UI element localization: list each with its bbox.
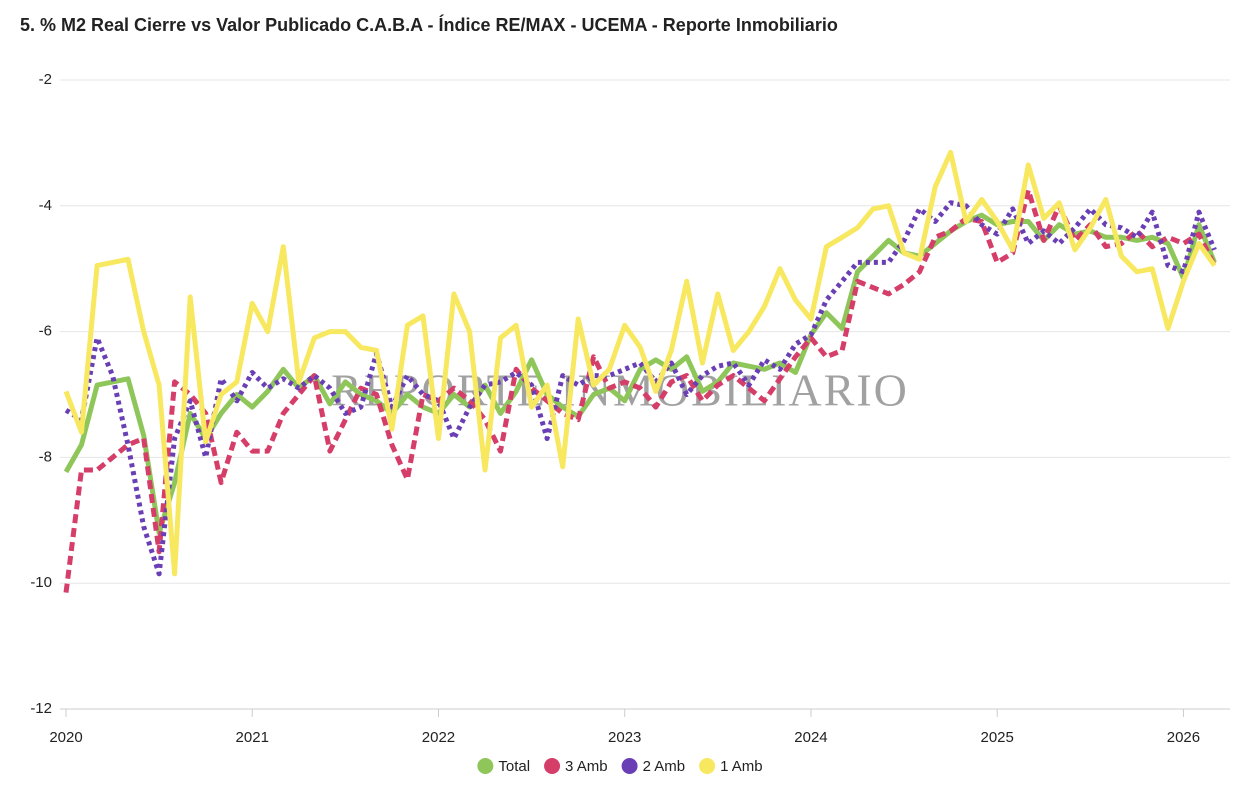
legend-label: 3 Amb: [565, 758, 608, 775]
series-line: [64, 200, 1217, 577]
x-tick-label: 2023: [608, 729, 641, 746]
series-line: [63, 149, 1217, 577]
legend-marker: [621, 758, 638, 774]
x-tick-label: 2025: [981, 729, 1014, 746]
y-tick-label: -6: [39, 323, 52, 340]
legend-marker: [477, 758, 494, 774]
x-tick-label: 2022: [422, 729, 455, 746]
x-tick-label: 2026: [1167, 729, 1200, 746]
legend-item: 1 Amb: [699, 758, 763, 775]
series-line: [63, 212, 1217, 536]
legend-item: Total: [477, 758, 530, 775]
y-tick-label: -10: [30, 574, 52, 591]
legend-label: 1 Amb: [720, 758, 763, 775]
chart-title: 5. % M2 Real Cierre vs Valor Publicado C…: [20, 14, 838, 35]
legend-label: 2 Amb: [643, 758, 686, 775]
x-tick-label: 2021: [236, 729, 269, 746]
series-line: [63, 187, 1217, 593]
y-tick-label: -8: [39, 448, 52, 465]
legend-marker: [699, 758, 716, 774]
legend: Total 3 Amb 2 Amb 1 Amb: [477, 758, 763, 775]
y-tick-label: -2: [39, 71, 52, 88]
x-tick-label: 2020: [49, 729, 82, 746]
legend-label: Total: [498, 758, 530, 775]
y-tick-label: -12: [30, 700, 52, 717]
legend-item: 2 Amb: [621, 758, 686, 775]
legend-item: 3 Amb: [544, 758, 608, 775]
legend-marker: [544, 758, 561, 774]
x-tick-label: 2024: [794, 729, 827, 746]
y-tick-label: -4: [39, 197, 52, 214]
